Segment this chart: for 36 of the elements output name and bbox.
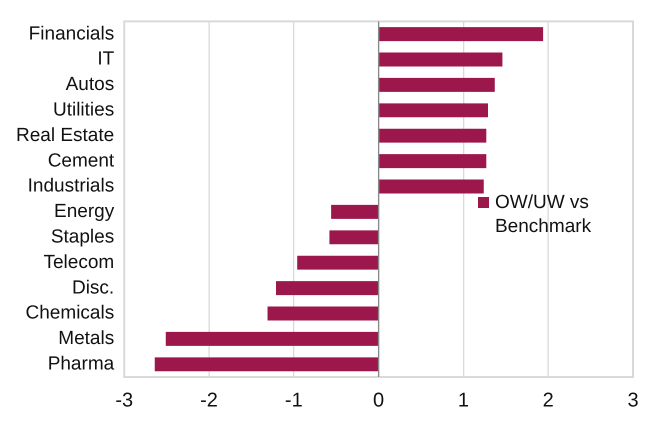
x-tick-label: -2 (200, 390, 218, 412)
bar (329, 230, 378, 244)
bar (379, 128, 486, 143)
y-tick-label: Industrials (28, 176, 114, 197)
y-tick-label: Utilities (52, 100, 114, 121)
x-tick-label: 1 (458, 390, 469, 412)
bar (379, 154, 486, 168)
x-tick-label: -1 (284, 390, 303, 412)
bar (379, 180, 484, 194)
bar (276, 281, 378, 296)
y-tick-label: Telecom (43, 252, 114, 273)
x-tick-label: 0 (373, 390, 384, 412)
y-tick-label: Pharma (48, 354, 115, 375)
y-tick-label: Real Estate (16, 124, 114, 146)
bar (379, 78, 495, 92)
y-tick-label: Staples (50, 226, 114, 248)
y-tick-label: Energy (54, 201, 115, 222)
y-tick-label: Autos (66, 74, 114, 96)
x-tick-label: 2 (542, 390, 554, 412)
y-tick-label: Chemicals (26, 302, 114, 324)
bar (379, 103, 488, 118)
bar (268, 306, 378, 320)
y-tick-label: Financials (28, 23, 114, 44)
x-tick-label: 3 (627, 390, 639, 412)
legend-label: OW/UW vs Benchmark (495, 191, 592, 240)
bar (331, 204, 378, 219)
y-tick-label: Disc. (72, 277, 114, 298)
bar (379, 27, 544, 42)
bar (379, 52, 502, 66)
bar (154, 357, 378, 372)
x-tick-label: -3 (115, 390, 134, 412)
y-tick-label: Metals (58, 328, 114, 350)
y-tick-label: Cement (48, 150, 115, 172)
bar (166, 332, 378, 346)
bar (297, 256, 378, 270)
y-tick-label: IT (97, 48, 115, 70)
